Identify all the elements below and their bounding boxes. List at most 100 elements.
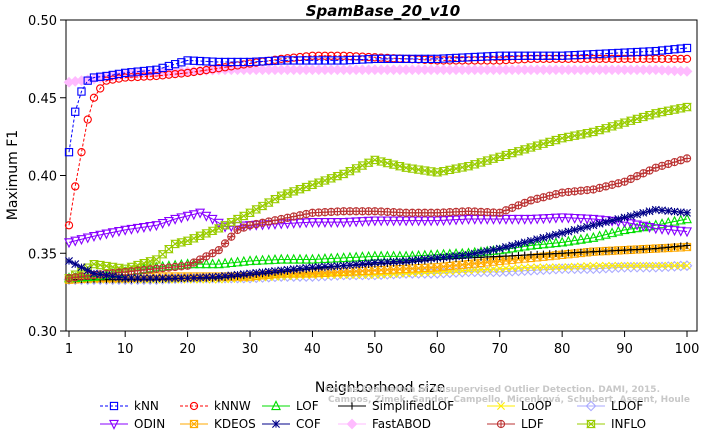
legend-swatch-marker (109, 419, 119, 430)
series-point (645, 245, 654, 253)
series-point (626, 48, 635, 57)
series-point (483, 247, 492, 256)
series-point (227, 271, 236, 280)
series-point (108, 70, 117, 80)
series-point (501, 243, 510, 252)
series-point (476, 52, 486, 61)
series-point (395, 54, 404, 64)
series-point (463, 214, 474, 225)
series-point (196, 273, 205, 282)
series-point (682, 43, 692, 53)
series-point (525, 214, 536, 225)
y-tick-label: 0.30 (28, 325, 57, 340)
series-point (408, 256, 417, 265)
series-point (682, 227, 692, 238)
series-point (101, 229, 112, 240)
series-line (68, 47, 688, 153)
series-point (533, 235, 542, 244)
series-point (538, 238, 549, 249)
series-point (345, 55, 355, 65)
series-point (577, 248, 585, 256)
series-point (157, 219, 168, 230)
series-point (433, 54, 442, 64)
series-point (495, 51, 504, 60)
series-point (114, 273, 123, 282)
series-point (377, 258, 386, 267)
series-point (682, 54, 692, 64)
series-point (326, 252, 337, 263)
series-point (614, 54, 623, 64)
series-point (207, 258, 218, 269)
series-point (332, 218, 343, 228)
series-point (601, 218, 610, 227)
legend-label: LDF (521, 417, 544, 431)
series-point (539, 51, 548, 60)
series-point (208, 57, 217, 66)
legend-label: ODIN (134, 417, 165, 431)
series-point (276, 253, 287, 264)
series-point (533, 263, 542, 272)
series-point (452, 252, 461, 261)
series-point (152, 274, 161, 283)
series-point (214, 272, 223, 281)
series-point (588, 231, 599, 242)
series-point (501, 51, 511, 60)
series-point (508, 51, 517, 60)
series-point (333, 56, 342, 65)
series-point (589, 248, 597, 256)
series-point (320, 51, 330, 60)
series-point (533, 250, 541, 259)
series-point (525, 239, 536, 250)
series-point (146, 72, 155, 81)
series-point (664, 261, 673, 270)
series-point (369, 216, 380, 227)
series-point (451, 215, 462, 226)
series-point (302, 263, 311, 272)
legend-label: SimplifiedLOF (372, 399, 454, 413)
series-point (413, 216, 424, 227)
series-point (600, 228, 611, 239)
series-point (583, 248, 591, 256)
series-point (477, 248, 485, 257)
series-point (489, 265, 498, 274)
series-point (420, 54, 429, 64)
series-point (645, 207, 654, 216)
legend-swatch-marker (271, 400, 281, 411)
series-point (344, 251, 355, 262)
series-point (220, 257, 231, 268)
series-point (171, 274, 180, 283)
series-point (139, 72, 149, 81)
series-point (433, 253, 442, 262)
series-point (651, 46, 660, 56)
series-point (520, 263, 529, 272)
series-point (308, 263, 317, 272)
series-point (319, 253, 330, 263)
series-point (177, 274, 186, 283)
x-tick-label: 30 (242, 342, 259, 357)
series-point (226, 257, 237, 268)
series-point (352, 260, 361, 269)
series-point (158, 63, 167, 73)
series-point (401, 54, 411, 64)
series-point (327, 56, 336, 65)
series-point (89, 73, 99, 82)
series-point (89, 93, 99, 102)
series-point (519, 214, 530, 225)
series-point (177, 58, 186, 67)
series-point (419, 216, 430, 227)
series-point (289, 265, 298, 274)
series-point (551, 51, 561, 60)
series-point (557, 236, 568, 247)
series-point (445, 54, 454, 63)
series-point (513, 214, 524, 225)
series-point (614, 48, 623, 58)
series-point (657, 46, 667, 55)
series-point (245, 255, 256, 266)
series-point (583, 222, 592, 231)
series-point (607, 54, 617, 64)
series-point (589, 50, 598, 59)
series-point (625, 219, 636, 230)
series-point (508, 252, 516, 260)
series-point (382, 216, 393, 227)
